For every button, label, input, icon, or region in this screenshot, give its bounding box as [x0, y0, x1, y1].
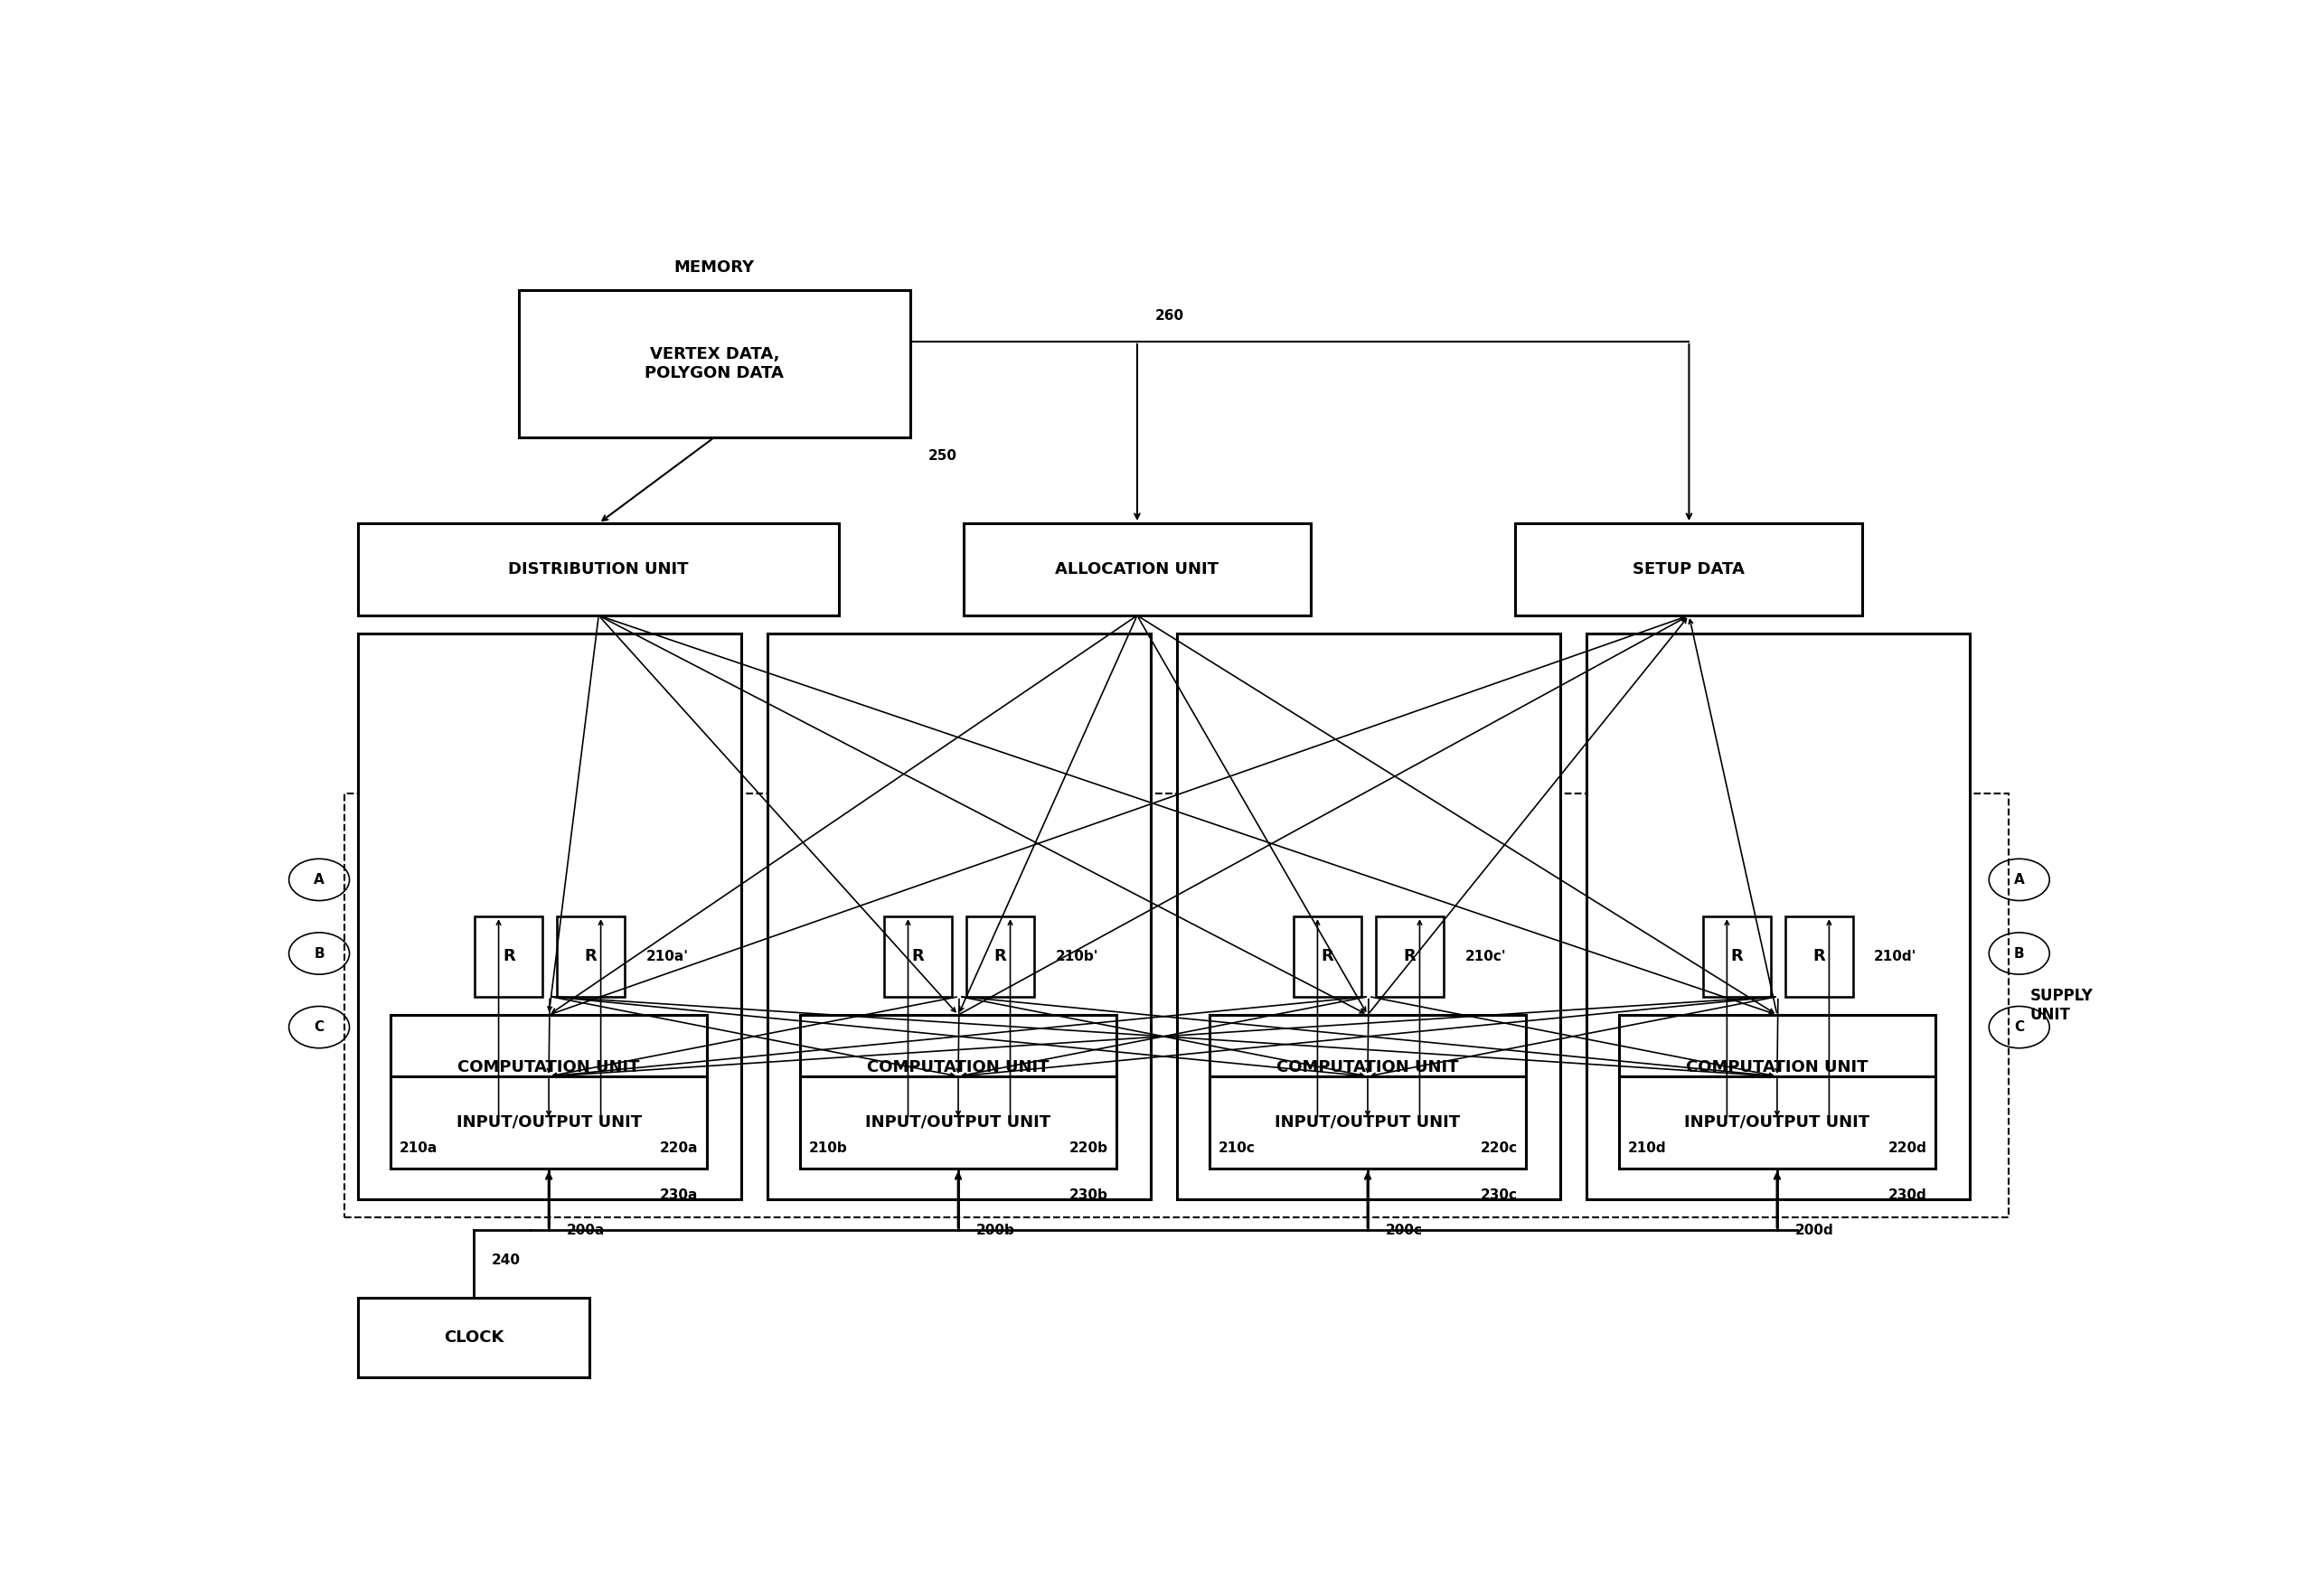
Text: VERTEX DATA,
POLYGON DATA: VERTEX DATA, POLYGON DATA: [645, 346, 783, 381]
Text: CLOCK: CLOCK: [443, 1329, 503, 1345]
Bar: [884, 916, 951, 996]
Text: 220b: 220b: [1068, 1141, 1107, 1156]
Text: 240: 240: [492, 1253, 521, 1267]
Bar: [1376, 916, 1443, 996]
Bar: [390, 1015, 707, 1119]
Bar: [967, 916, 1034, 996]
Text: R: R: [1732, 948, 1743, 964]
Bar: [799, 1015, 1116, 1119]
Bar: [1208, 1076, 1525, 1168]
Bar: [556, 916, 625, 996]
Text: 220c: 220c: [1479, 1141, 1518, 1156]
Text: 230a: 230a: [659, 1187, 698, 1202]
Bar: [1587, 634, 1969, 1199]
Bar: [1208, 1015, 1525, 1119]
Text: COMPUTATION UNIT: COMPUTATION UNIT: [1686, 1060, 1867, 1076]
Text: 230d: 230d: [1888, 1187, 1927, 1202]
Text: A: A: [2014, 873, 2024, 886]
Bar: [358, 523, 838, 616]
Bar: [390, 1076, 707, 1168]
Bar: [345, 793, 2008, 1218]
Text: B: B: [2014, 946, 2024, 961]
Text: A: A: [315, 873, 324, 886]
Text: INPUT/OUTPUT UNIT: INPUT/OUTPUT UNIT: [457, 1114, 641, 1130]
Text: INPUT/OUTPUT UNIT: INPUT/OUTPUT UNIT: [866, 1114, 1052, 1130]
Bar: [1516, 523, 1863, 616]
Text: 210d: 210d: [1629, 1141, 1665, 1156]
Bar: [799, 1076, 1116, 1168]
Bar: [1619, 1076, 1936, 1168]
Text: DISTRIBUTION UNIT: DISTRIBUTION UNIT: [508, 562, 689, 578]
Text: 210c: 210c: [1217, 1141, 1254, 1156]
Text: 230b: 230b: [1068, 1187, 1107, 1202]
Bar: [1704, 916, 1771, 996]
Text: 210b': 210b': [1054, 950, 1098, 964]
Text: COMPUTATION UNIT: COMPUTATION UNIT: [1277, 1060, 1459, 1076]
Bar: [475, 916, 542, 996]
Bar: [965, 523, 1312, 616]
Bar: [767, 634, 1151, 1199]
Text: SUPPLY
UNIT: SUPPLY UNIT: [2031, 988, 2093, 1023]
Text: R: R: [503, 948, 515, 964]
Text: C: C: [2014, 1020, 2024, 1034]
Text: R: R: [583, 948, 597, 964]
Text: COMPUTATION UNIT: COMPUTATION UNIT: [457, 1060, 641, 1076]
Text: R: R: [912, 948, 923, 964]
Text: SETUP DATA: SETUP DATA: [1633, 562, 1746, 578]
Text: 210b: 210b: [809, 1141, 848, 1156]
Bar: [1293, 916, 1362, 996]
Text: COMPUTATION UNIT: COMPUTATION UNIT: [868, 1060, 1050, 1076]
Text: 210a': 210a': [645, 950, 689, 964]
Text: INPUT/OUTPUT UNIT: INPUT/OUTPUT UNIT: [1684, 1114, 1870, 1130]
Bar: [358, 634, 742, 1199]
Text: R: R: [995, 948, 1006, 964]
Text: MEMORY: MEMORY: [673, 260, 756, 276]
Text: 200b: 200b: [976, 1224, 1015, 1237]
Bar: [1785, 916, 1854, 996]
Bar: [1619, 1015, 1936, 1119]
Text: 220d: 220d: [1888, 1141, 1927, 1156]
Text: 220a: 220a: [659, 1141, 698, 1156]
Text: 260: 260: [1155, 310, 1183, 322]
Bar: [358, 1298, 590, 1377]
Text: 200a: 200a: [567, 1224, 604, 1237]
Text: 230c: 230c: [1479, 1187, 1518, 1202]
Text: 250: 250: [928, 450, 958, 463]
Bar: [519, 290, 910, 437]
Text: INPUT/OUTPUT UNIT: INPUT/OUTPUT UNIT: [1275, 1114, 1461, 1130]
Text: R: R: [1321, 948, 1335, 964]
Text: 200c: 200c: [1385, 1224, 1422, 1237]
Text: 210d': 210d': [1874, 950, 1918, 964]
Text: 210c': 210c': [1465, 950, 1507, 964]
Text: 200d: 200d: [1794, 1224, 1833, 1237]
Text: ALLOCATION UNIT: ALLOCATION UNIT: [1054, 562, 1220, 578]
Bar: [1176, 634, 1560, 1199]
Text: R: R: [1812, 948, 1826, 964]
Text: C: C: [315, 1020, 324, 1034]
Text: 210a: 210a: [400, 1141, 436, 1156]
Text: B: B: [315, 946, 324, 961]
Text: R: R: [1403, 948, 1415, 964]
